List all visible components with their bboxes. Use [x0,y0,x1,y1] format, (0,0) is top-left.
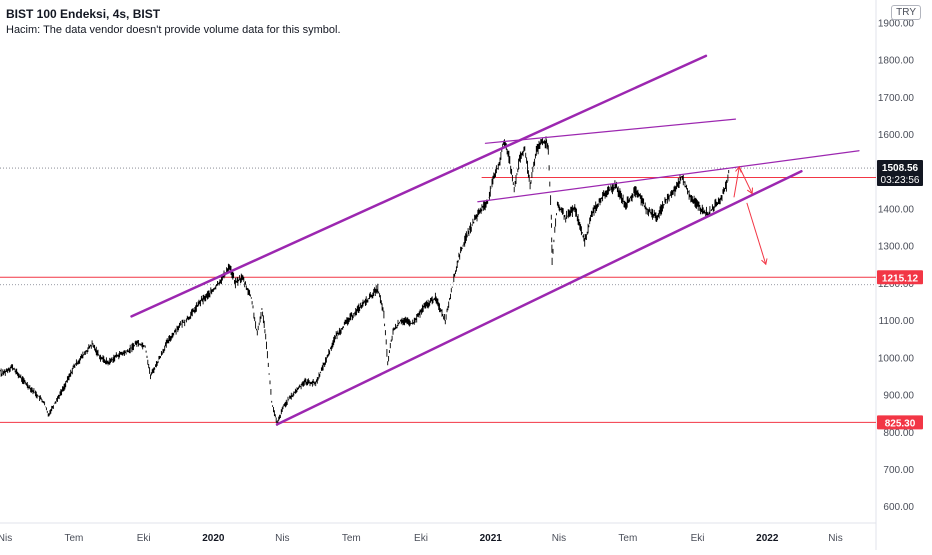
volume-notice: Hacim: The data vendor doesn't provide v… [6,24,341,36]
current-price-label: 1508.56 [882,163,919,174]
currency-button[interactable]: TRY [891,5,921,20]
projection-arrowhead [746,187,753,195]
bar-countdown-label: 03:23:56 [881,175,920,186]
x-tick-label: Nis [275,533,289,544]
projection-arrow [733,166,740,198]
trendline-lower-channel [275,169,803,426]
trendline-top-resistance [484,118,737,144]
symbol-title[interactable]: BIST 100 Endeksi, 4s, BIST [6,7,161,21]
x-tick-label: Eki [137,533,151,544]
y-tick-label: 1400.00 [878,204,915,215]
current-price-tag [877,160,923,187]
level-price-tag [877,415,923,430]
level-price-tag [877,270,923,285]
y-tick-label: 1100.00 [879,316,915,327]
price-axis: 600.00 700.00 800.00 900.00 1000.00 1100.00 12… [878,18,915,513]
y-tick-label: 1600.00 [878,130,915,141]
x-tick-label: Eki [691,533,705,544]
projection-arrowhead [761,258,768,266]
y-tick-label: 600.00 [883,502,914,513]
x-tick-label: Tem [618,533,637,544]
x-tick-label: 2020 [202,533,225,544]
y-tick-label: 1200.00 [878,279,915,290]
price-bars [0,136,730,426]
level-price-label: 825.30 [885,418,916,429]
x-tick-label: 2021 [480,533,503,544]
y-tick-label: 1000.00 [878,353,915,364]
x-tick-label: Tem [65,533,84,544]
projection-arrow [738,166,753,194]
trendline-rising-wedge-top [477,150,860,203]
x-tick-label: Nis [552,533,566,544]
y-tick-label: 1300.00 [878,242,915,253]
trendline-upper-channel [130,54,708,318]
y-tick-label: 900.00 [883,391,914,402]
x-tick-label: Tem [342,533,361,544]
y-tick-label: 700.00 [883,465,914,476]
plot-area [0,54,876,426]
y-tick-label: 1800.00 [878,56,915,67]
x-tick-label: 2022 [756,533,779,544]
y-tick-label: 1900.00 [878,18,915,29]
y-tick-label: 800.00 [883,428,914,439]
chart-header: BIST 100 Endeksi, 4s, BIST Hacim: The da… [6,6,341,38]
x-tick-label: Eki [414,533,428,544]
time-axis: Nis Tem Eki 2020 Nis Tem Eki 2021 Nis Tem Eki 2022 N… [0,533,843,544]
x-tick-label: Nis [828,533,842,544]
x-tick-label: Nis [0,533,12,544]
level-price-label: 1215.12 [882,273,919,284]
y-tick-label: 1700.00 [878,93,915,104]
projection-arrow [746,202,767,265]
